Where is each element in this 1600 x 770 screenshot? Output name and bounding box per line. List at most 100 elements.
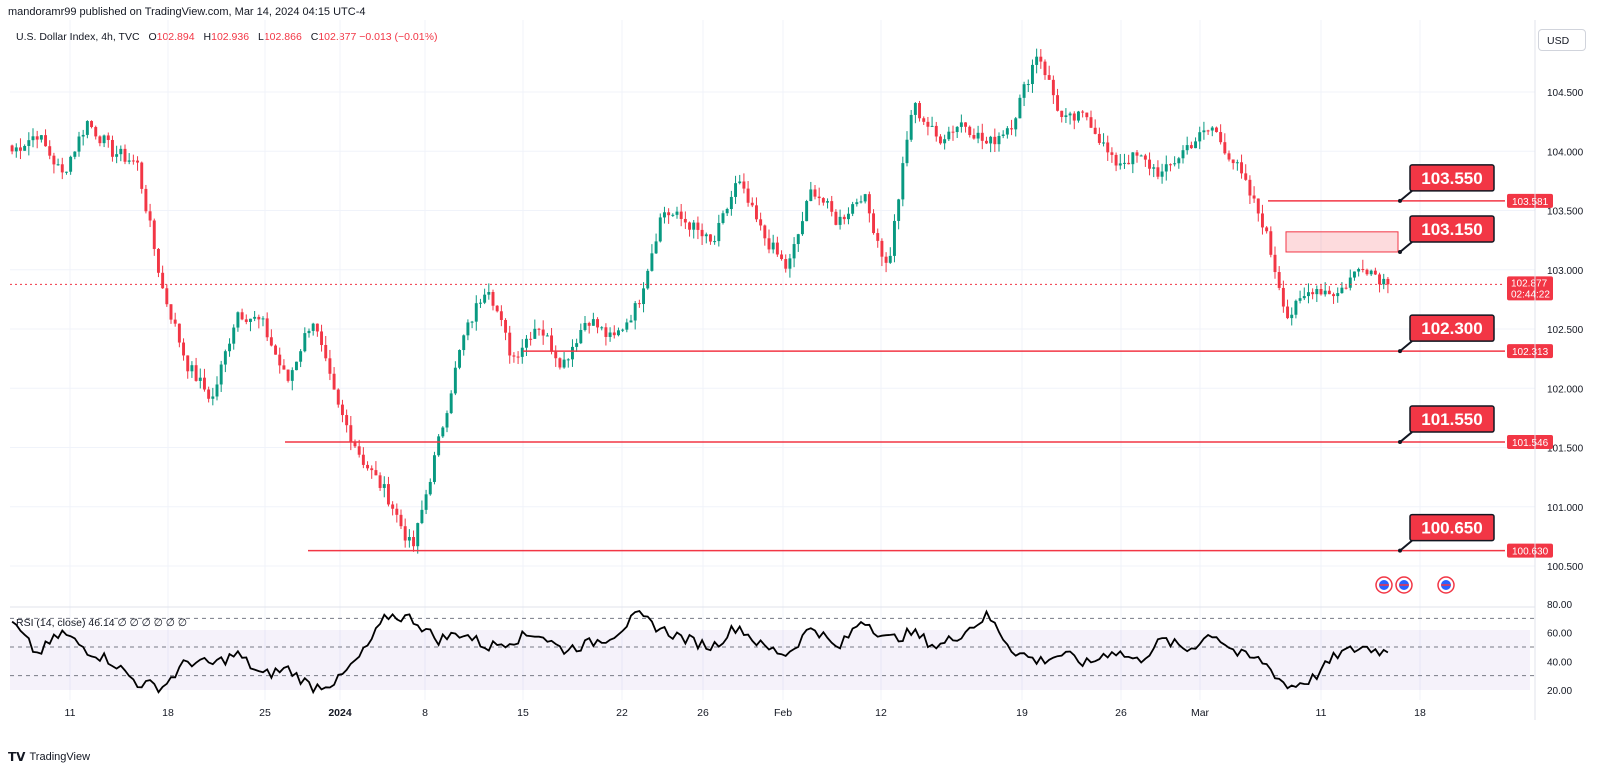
- candle: [775, 236, 779, 257]
- rsi-axis[interactable]: 80.00 60.00 40.00 20.00: [1547, 600, 1572, 697]
- candle-body: [842, 216, 846, 220]
- candle-body: [1030, 64, 1034, 85]
- candle-body: [1281, 287, 1285, 307]
- candle-body: [466, 322, 470, 336]
- candle-body: [320, 331, 324, 346]
- time-tick-label: 25: [259, 707, 271, 719]
- candle-body: [190, 365, 194, 372]
- symbol-legend: U.S. Dollar Index, 4h, TVC O102.894 H102…: [16, 31, 437, 43]
- candle: [1005, 126, 1009, 139]
- candle: [412, 530, 416, 552]
- candle: [679, 204, 683, 227]
- candle-body: [570, 346, 574, 360]
- candle-body: [483, 294, 487, 303]
- candle-body: [1206, 130, 1210, 132]
- candle-body: [487, 291, 491, 295]
- candle-body: [830, 201, 834, 212]
- candle: [529, 331, 533, 346]
- candle-body: [855, 202, 859, 205]
- candle: [294, 361, 298, 371]
- candle: [943, 134, 947, 150]
- candle: [1311, 288, 1315, 300]
- candle-body: [412, 537, 416, 547]
- candle-body: [1135, 152, 1139, 156]
- candle: [1030, 59, 1034, 93]
- candle-body: [654, 241, 658, 254]
- price-axis[interactable]: 104.500 104.000 103.500 103.000 102.500 102.0…: [1507, 88, 1584, 573]
- candle: [688, 221, 692, 237]
- candle: [428, 478, 432, 496]
- candle-body: [274, 345, 278, 355]
- candle: [177, 323, 181, 348]
- candle-body: [48, 146, 52, 156]
- candle-body: [215, 384, 219, 397]
- candle-body: [198, 377, 202, 381]
- candle-body: [64, 171, 68, 173]
- candle: [81, 129, 85, 146]
- candle-body: [1194, 141, 1198, 149]
- candle: [838, 209, 842, 230]
- candle: [1026, 79, 1030, 92]
- candle-body: [667, 212, 671, 216]
- candle: [884, 252, 888, 273]
- level-callout-label: 100.650: [1421, 519, 1482, 538]
- candle-body: [884, 256, 888, 263]
- candle-body: [420, 509, 424, 524]
- candle-body: [106, 135, 110, 140]
- footer-logo[interactable]: 𝗧𝗩 TradingView: [8, 750, 90, 764]
- candle-body: [504, 319, 508, 333]
- candle-body: [888, 255, 892, 263]
- us-flag-icon: [1375, 576, 1393, 594]
- candle-body: [683, 218, 687, 223]
- candle-body: [1177, 158, 1181, 164]
- candle: [94, 125, 98, 140]
- candle-body: [499, 311, 503, 320]
- open-value: 102.894: [156, 31, 195, 43]
- candle-body: [851, 204, 855, 214]
- currency-button[interactable]: USD: [1538, 29, 1586, 51]
- candle-body: [1110, 152, 1114, 155]
- candle-body: [859, 201, 863, 203]
- candle: [332, 367, 336, 390]
- candle-body: [1378, 274, 1382, 285]
- candle: [922, 116, 926, 125]
- candle-body: [675, 211, 679, 215]
- candle-body: [1340, 287, 1344, 294]
- candle-body: [922, 118, 926, 122]
- candle: [1214, 126, 1218, 133]
- time-axis[interactable]: 11 18 25 2024 8 15 22 26 Feb 12 19 26 Mar 11 18: [65, 707, 1426, 719]
- candle: [993, 128, 997, 152]
- candle-body: [1386, 278, 1390, 285]
- candle-body: [294, 361, 298, 371]
- candle: [44, 129, 48, 147]
- time-tick-label: 2024: [328, 707, 352, 719]
- candle: [60, 157, 64, 180]
- candle: [1110, 147, 1114, 163]
- candle-body: [127, 160, 131, 162]
- candle-body: [1286, 306, 1290, 319]
- candle: [575, 338, 579, 352]
- candle-body: [679, 211, 683, 219]
- candle-body: [596, 319, 600, 328]
- candle: [1102, 133, 1106, 147]
- candle-body: [658, 217, 662, 242]
- candle: [1386, 276, 1390, 294]
- candle: [278, 347, 282, 374]
- candle: [253, 310, 257, 322]
- candle: [1248, 175, 1252, 204]
- candle: [754, 197, 758, 223]
- candle-body: [537, 328, 541, 330]
- candle-body: [14, 147, 18, 152]
- candle: [855, 198, 859, 207]
- candle-body: [918, 103, 922, 119]
- candle-body: [1156, 167, 1160, 177]
- candle-body: [541, 329, 545, 336]
- resistance-zone[interactable]: [1285, 231, 1399, 253]
- candle: [73, 151, 77, 160]
- candle-body: [186, 355, 190, 372]
- candle: [1357, 267, 1361, 277]
- candle-body: [173, 319, 177, 324]
- candle-body: [458, 350, 462, 368]
- candle: [989, 135, 993, 153]
